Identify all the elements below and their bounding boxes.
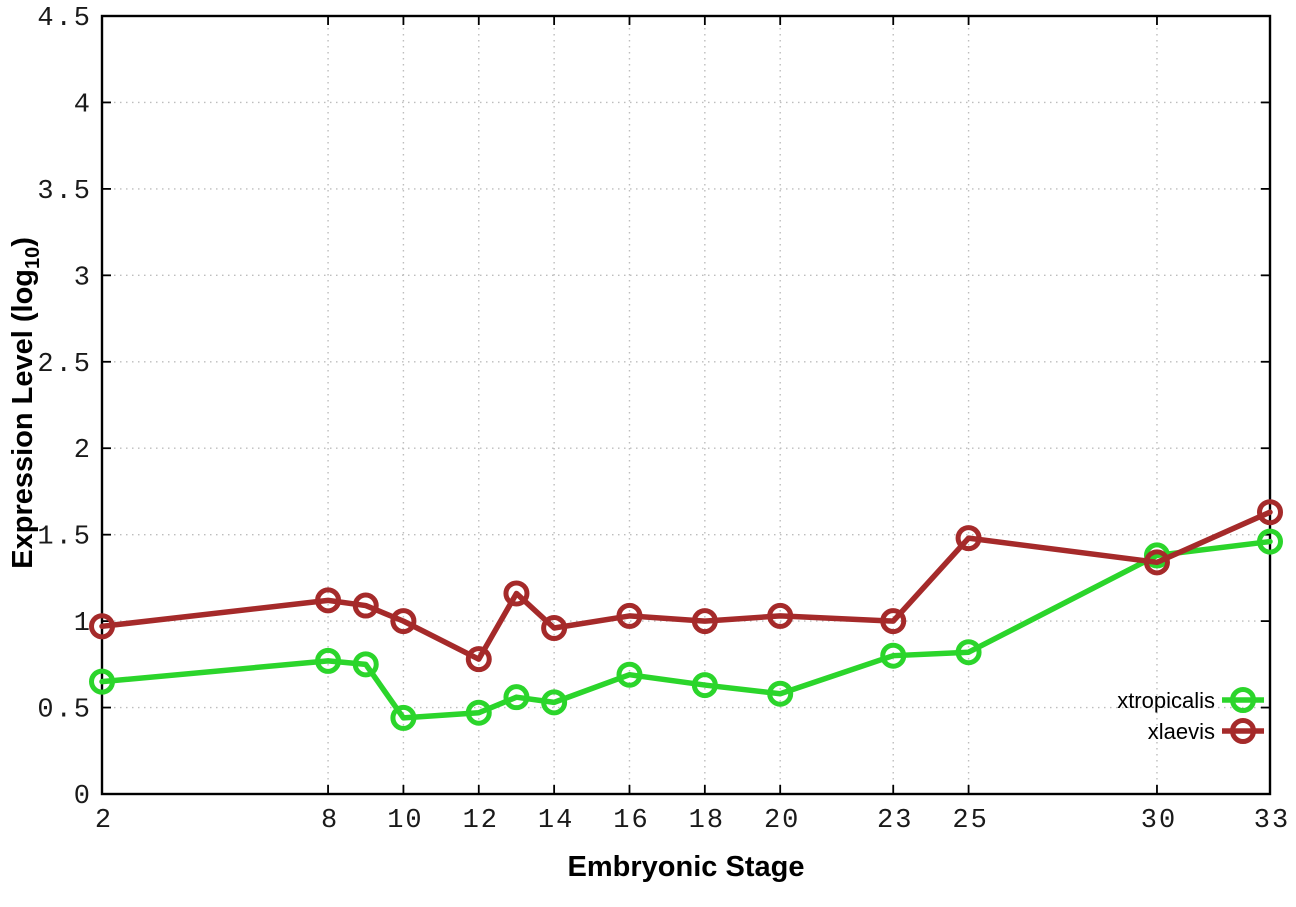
data-point-xtropicalis xyxy=(880,642,907,669)
data-point-xlaevis xyxy=(1257,499,1283,526)
data-point-xtropicalis xyxy=(691,672,718,699)
series-line-xtropicalis xyxy=(99,538,1273,721)
data-point-xtropicalis xyxy=(315,647,342,674)
y-axis-title-prefix: Expression Level (log xyxy=(7,268,40,569)
y-tick-label: 1.5 xyxy=(37,523,92,553)
y-tick-label: 4.5 xyxy=(37,4,92,34)
x-tick-label: 33 xyxy=(1254,806,1290,836)
y-axis-title: Expression Level (log10) xyxy=(7,103,45,703)
legend-marker-xtropicalis xyxy=(1230,687,1256,713)
data-point-xtropicalis xyxy=(1257,528,1283,555)
data-point-xtropicalis xyxy=(352,651,379,678)
x-tick-label: 16 xyxy=(613,806,649,836)
data-point-xtropicalis xyxy=(465,699,492,726)
data-point-xlaevis xyxy=(503,580,530,607)
x-tick-label: 18 xyxy=(689,806,725,836)
data-point-xlaevis xyxy=(89,613,115,640)
x-tick-label: 20 xyxy=(764,806,800,836)
data-point-xtropicalis xyxy=(503,684,530,711)
data-point-xlaevis xyxy=(616,602,643,629)
data-point-xtropicalis xyxy=(767,680,794,707)
x-tick-label: 8 xyxy=(321,806,339,836)
data-point-xlaevis xyxy=(767,602,794,629)
data-point-xlaevis xyxy=(352,592,379,619)
series-line-xlaevis xyxy=(99,509,1273,662)
y-tick-label: 2.5 xyxy=(37,350,92,380)
x-tick-label: 2 xyxy=(95,806,113,836)
y-tick-label: 0 xyxy=(74,782,92,812)
data-point-xtropicalis xyxy=(541,689,568,716)
y-tick-label: 4 xyxy=(74,90,92,120)
x-tick-label: 10 xyxy=(387,806,423,836)
y-tick-label: 3.5 xyxy=(37,177,92,207)
data-point-xtropicalis xyxy=(89,668,115,695)
data-point-xlaevis xyxy=(1143,549,1170,576)
data-point-xtropicalis xyxy=(955,639,982,666)
data-point-xtropicalis xyxy=(616,661,643,688)
legend-label-xtropicalis: xtropicalis xyxy=(1117,688,1215,713)
y-tick-label: 0.5 xyxy=(37,696,92,726)
data-point-xlaevis xyxy=(880,608,907,635)
data-point-xlaevis xyxy=(390,608,417,635)
x-tick-label: 23 xyxy=(877,806,913,836)
legend-marker-xlaevis xyxy=(1230,718,1256,744)
data-point-xtropicalis xyxy=(390,704,417,731)
x-tick-label: 30 xyxy=(1141,806,1177,836)
data-point-xlaevis xyxy=(541,615,568,642)
data-point-xlaevis xyxy=(691,608,718,635)
data-point-xlaevis xyxy=(955,525,982,552)
x-tick-label: 12 xyxy=(463,806,499,836)
y-axis-title-suffix: ) xyxy=(7,237,40,247)
y-tick-label: 3 xyxy=(74,263,92,293)
legend-label-xlaevis: xlaevis xyxy=(1148,719,1215,744)
x-tick-label: 25 xyxy=(952,806,988,836)
x-tick-label: 14 xyxy=(538,806,574,836)
y-tick-label: 2 xyxy=(74,436,92,466)
x-axis-title: Embryonic Stage xyxy=(567,851,805,883)
data-point-xlaevis xyxy=(465,646,492,673)
y-tick-label: 1 xyxy=(74,609,92,639)
data-point-xlaevis xyxy=(315,587,342,614)
plot-border xyxy=(100,14,1272,796)
y-axis-title-subscript: 10 xyxy=(21,246,44,269)
